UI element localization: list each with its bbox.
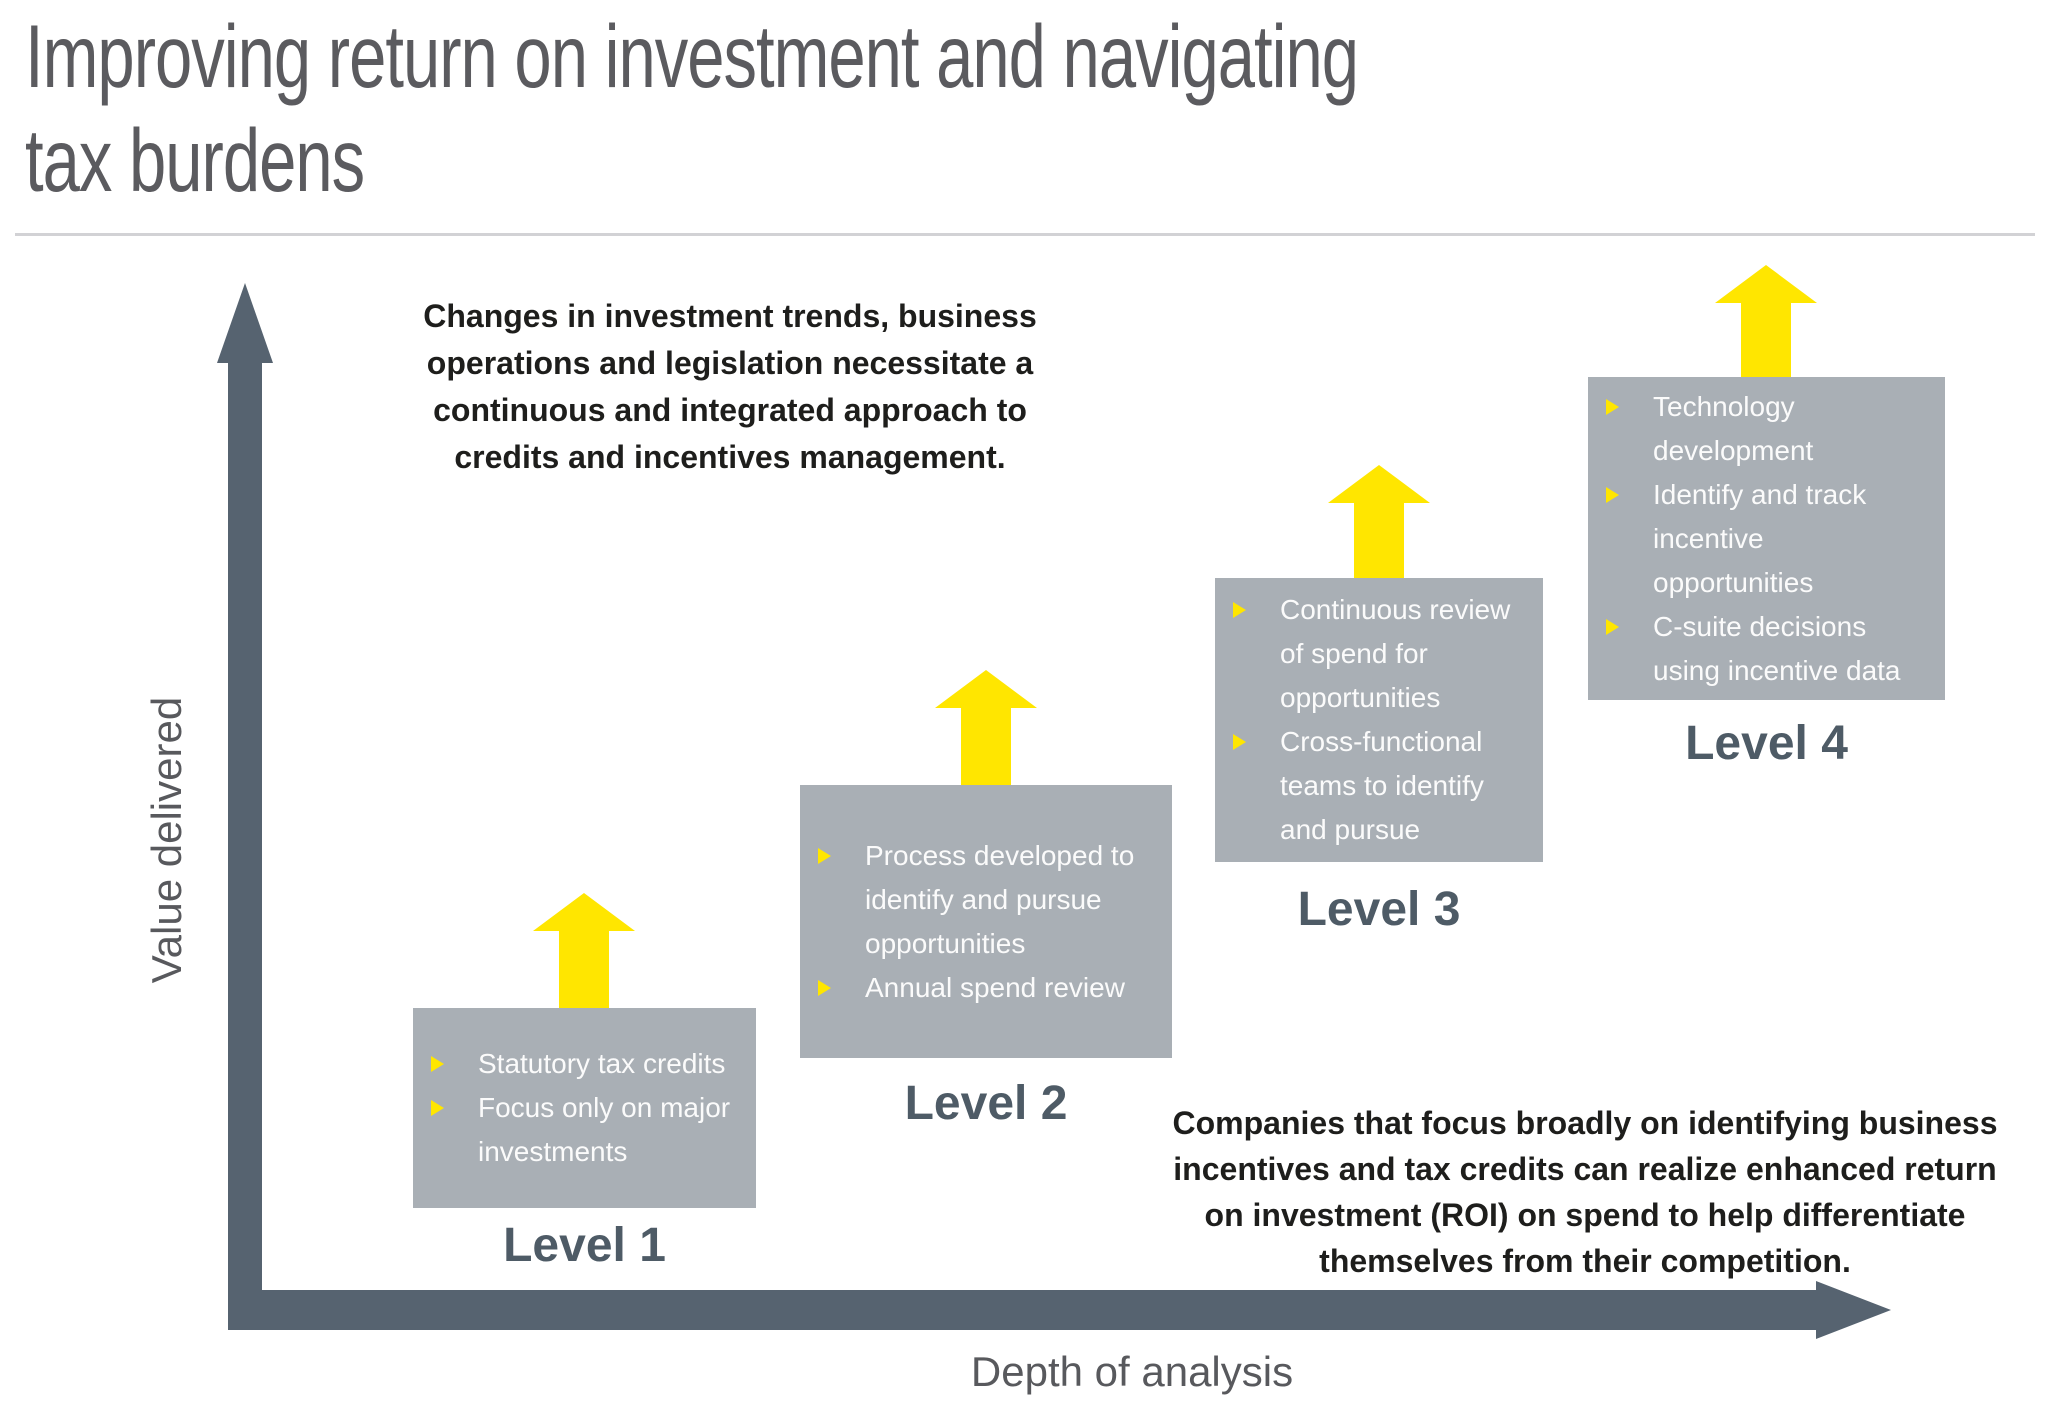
level-3-label: Level 3 [1297,883,1461,936]
arrow-stem [1354,503,1404,578]
outro-note-line: Companies that focus broadly on identify… [1172,1105,1998,1141]
bullet-triangle-icon [431,1100,457,1116]
bullet-text: Process developed to identify and pursue… [865,839,1135,959]
intro-note-line: credits and incentives management. [454,439,1006,475]
level-1-label: Level 1 [503,1219,666,1272]
y-axis-arrowhead-icon [217,283,273,363]
bullet-list: Technology development Identify and trac… [1588,385,1915,693]
y-axis-line [228,360,262,1330]
bullet-list: Statutory tax credits Focus only on majo… [413,1042,746,1174]
bullet-item: Continuous review of spend for opportuni… [1233,588,1521,720]
bullet-triangle-icon [1606,486,1632,503]
level-4-label: Level 4 [1685,717,1848,770]
bullet-item: Focus only on major investments [431,1086,746,1174]
outro-note-line: incentives and tax credits can realize e… [1173,1151,1997,1187]
bullet-triangle-icon [818,979,844,996]
level-3-up-arrow-icon [1328,465,1430,578]
bullet-item: Statutory tax credits [431,1042,746,1086]
bullet-text: Technology development [1653,390,1814,466]
bullet-triangle-icon [1606,618,1632,635]
intro-note-line: continuous and integrated approach to [433,392,1027,428]
bullet-text: Cross-functional teams to identify and p… [1280,726,1484,845]
bullet-item: Annual spend review [818,966,1162,1010]
page-title-line-1: Improving return on investment and navig… [25,7,1359,108]
page-title-line-2: tax burdens [25,111,365,211]
bullet-triangle-icon [818,847,844,864]
outro-note-line: on investment (ROI) on spend to help dif… [1204,1197,1966,1233]
outro-note: Companies that focus broadly on identify… [1125,1100,2045,1284]
intro-note-line: operations and legislation necessitate a [426,345,1034,381]
level-4-up-arrow-icon [1715,265,1817,377]
bullet-triangle-icon [1606,398,1632,415]
level-2-label: Level 2 [904,1077,1068,1130]
level-4-box: Technology development Identify and trac… [1588,377,1945,700]
y-axis-label: Value delivered [143,696,190,984]
page-title: Improving return on investment and navig… [25,6,1359,213]
bullet-item: C-suite decisions using incentive data [1606,605,1915,693]
x-axis-arrowhead-icon [1816,1281,1891,1339]
level-1-up-arrow-icon [533,893,635,1008]
arrow-head [1715,265,1817,303]
outro-note-line: themselves from their competition. [1319,1243,1851,1279]
bullet-text: C-suite decisions using incentive data [1653,610,1901,686]
arrow-head [935,670,1037,708]
level-3-box: Continuous review of spend for opportuni… [1215,578,1543,862]
arrow-stem [559,931,609,1008]
bullet-item: Identify and track incentive opportuniti… [1606,473,1915,605]
bullet-text: Annual spend review [865,971,1125,1003]
x-axis-label: Depth of analysis [970,1348,1294,1395]
bullet-triangle-icon [431,1056,457,1072]
bullet-triangle-icon [1233,734,1259,750]
intro-note-line: Changes in investment trends, business [423,298,1037,334]
title-divider [15,233,2035,236]
arrow-stem [961,708,1011,785]
bullet-item: Process developed to identify and pursue… [818,834,1162,966]
bullet-text: Continuous review of spend for opportuni… [1280,594,1511,713]
bullet-item: Technology development [1606,385,1915,473]
bullet-list: Process developed to identify and pursue… [800,834,1162,1010]
arrow-head [533,893,635,931]
bullet-triangle-icon [1233,602,1259,618]
level-2-up-arrow-icon [935,670,1037,785]
bullet-text: Identify and track incentive opportuniti… [1653,478,1867,598]
bullet-text: Focus only on major investments [478,1092,731,1167]
arrow-head [1328,465,1430,503]
arrow-stem [1741,303,1791,377]
level-2-box: Process developed to identify and pursue… [800,785,1172,1058]
bullet-list: Continuous review of spend for opportuni… [1215,588,1521,852]
level-1-box: Statutory tax credits Focus only on majo… [413,1008,756,1208]
intro-note: Changes in investment trends, business o… [380,293,1080,481]
bullet-text: Statutory tax credits [478,1048,726,1079]
bullet-item: Cross-functional teams to identify and p… [1233,720,1521,852]
x-axis-line [228,1290,1817,1330]
